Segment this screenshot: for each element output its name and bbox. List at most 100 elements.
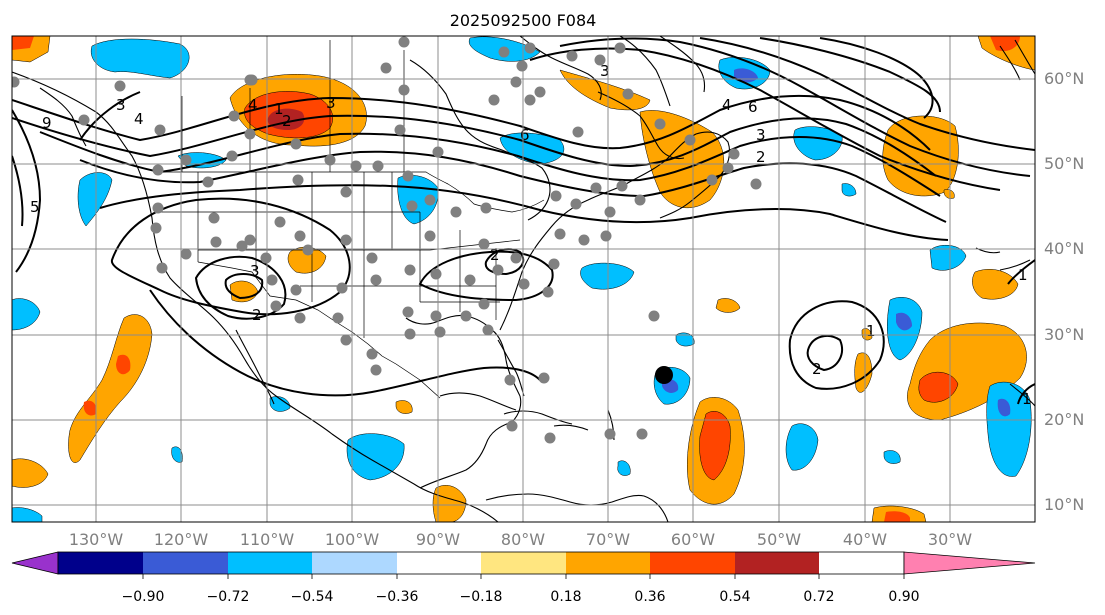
colorbar-tick-label: −0.54 — [291, 589, 334, 605]
station-marker — [367, 349, 378, 360]
station-marker — [155, 125, 166, 136]
station-marker — [605, 207, 616, 218]
station-marker — [399, 37, 410, 48]
station-marker — [707, 175, 718, 186]
colorbar-tick-label: −0.90 — [122, 589, 165, 605]
station-marker — [435, 327, 446, 338]
colorbar-bin — [397, 552, 481, 574]
lon-label: 130°W — [69, 530, 124, 549]
colorbar-tick-label: 0.36 — [634, 589, 665, 605]
contour-label: 4 — [722, 96, 732, 114]
contour-label: 9 — [42, 114, 52, 132]
contour-label: 2 — [812, 360, 822, 378]
contour-label: 1 — [1022, 390, 1032, 408]
station-marker — [275, 217, 286, 228]
map-panel: 9 5 3 4 3 2 1 2 3 4 6 3 4 6 3 2 2 1 2 1 … — [9, 36, 1036, 522]
station-marker — [729, 149, 740, 160]
lon-label: 50°W — [757, 530, 801, 549]
colorbar-tick-labels: −0.90 −0.72 −0.54 −0.36 −0.18 0.18 0.36 … — [122, 589, 920, 605]
station-marker — [403, 307, 414, 318]
station-marker — [209, 213, 220, 224]
lon-label: 90°W — [416, 530, 460, 549]
station-marker — [291, 139, 302, 150]
station-marker — [337, 283, 348, 294]
station-marker — [601, 231, 612, 242]
station-marker — [181, 249, 192, 260]
contour-label: 2 — [282, 112, 292, 130]
station-marker — [405, 265, 416, 276]
station-marker — [461, 311, 472, 322]
station-marker — [9, 77, 20, 88]
station-marker — [499, 47, 510, 58]
colorbar — [12, 552, 1035, 579]
lon-label: 110°W — [240, 530, 295, 549]
station-marker — [293, 175, 304, 186]
colorbar-tick-label: 0.72 — [803, 589, 834, 605]
station-marker — [395, 125, 406, 136]
station-marker — [685, 135, 696, 146]
station-marker — [381, 63, 392, 74]
station-marker — [539, 373, 550, 384]
station-marker — [229, 111, 240, 122]
station-marker — [479, 299, 490, 310]
contour-label: 2 — [756, 148, 766, 166]
colorbar-extend-max — [904, 552, 1035, 574]
station-marker — [303, 245, 314, 256]
lat-label: 60°N — [1044, 69, 1084, 88]
station-marker — [519, 279, 530, 290]
station-marker — [425, 195, 436, 206]
colorbar-bin — [58, 552, 143, 574]
station-marker — [451, 207, 462, 218]
station-marker — [595, 55, 606, 66]
latitude-labels: 60°N 50°N 40°N 30°N 20°N 10°N — [1044, 69, 1084, 514]
station-marker — [371, 365, 382, 376]
station-marker — [341, 187, 352, 198]
station-marker — [511, 77, 522, 88]
contour-label: 6 — [520, 126, 530, 144]
station-marker — [571, 199, 582, 210]
lon-label: 80°W — [501, 530, 545, 549]
contour-label: 4 — [248, 96, 258, 114]
lat-label: 40°N — [1044, 239, 1084, 258]
station-marker — [551, 191, 562, 202]
station-marker — [271, 301, 282, 312]
colorbar-tick-label: −0.72 — [207, 589, 250, 605]
station-marker — [433, 147, 444, 158]
station-marker — [333, 313, 344, 324]
lat-label: 30°N — [1044, 325, 1084, 344]
station-marker — [79, 115, 90, 126]
lat-label: 50°N — [1044, 154, 1084, 173]
station-marker — [545, 433, 556, 444]
contour-label: 2 — [252, 306, 262, 324]
colorbar-bin — [650, 552, 735, 574]
contour-label: 1 — [1018, 266, 1028, 284]
colorbar-bin — [143, 552, 228, 574]
contour-label: 3 — [250, 262, 260, 280]
station-marker — [517, 61, 528, 72]
station-marker — [567, 51, 578, 62]
station-marker — [227, 151, 238, 162]
colorbar-bin — [228, 552, 312, 574]
station-marker — [399, 85, 410, 96]
station-marker — [525, 95, 536, 106]
contour-label: 3 — [326, 94, 336, 112]
station-marker — [237, 241, 248, 252]
station-marker — [573, 127, 584, 138]
station-marker — [341, 335, 352, 346]
station-marker — [635, 195, 646, 206]
station-marker — [351, 161, 362, 172]
station-marker — [543, 287, 554, 298]
station-marker — [555, 229, 566, 240]
station-marker — [261, 253, 272, 264]
contour-label: 3 — [116, 96, 126, 114]
station-marker — [295, 231, 306, 242]
colorbar-tick-label: −0.36 — [376, 589, 419, 605]
lon-label: 60°W — [671, 530, 715, 549]
colorbar-bin — [481, 552, 566, 574]
station-marker — [245, 75, 256, 86]
station-marker — [211, 237, 222, 248]
station-marker — [203, 177, 214, 188]
station-marker — [507, 421, 518, 432]
station-marker — [431, 269, 442, 280]
